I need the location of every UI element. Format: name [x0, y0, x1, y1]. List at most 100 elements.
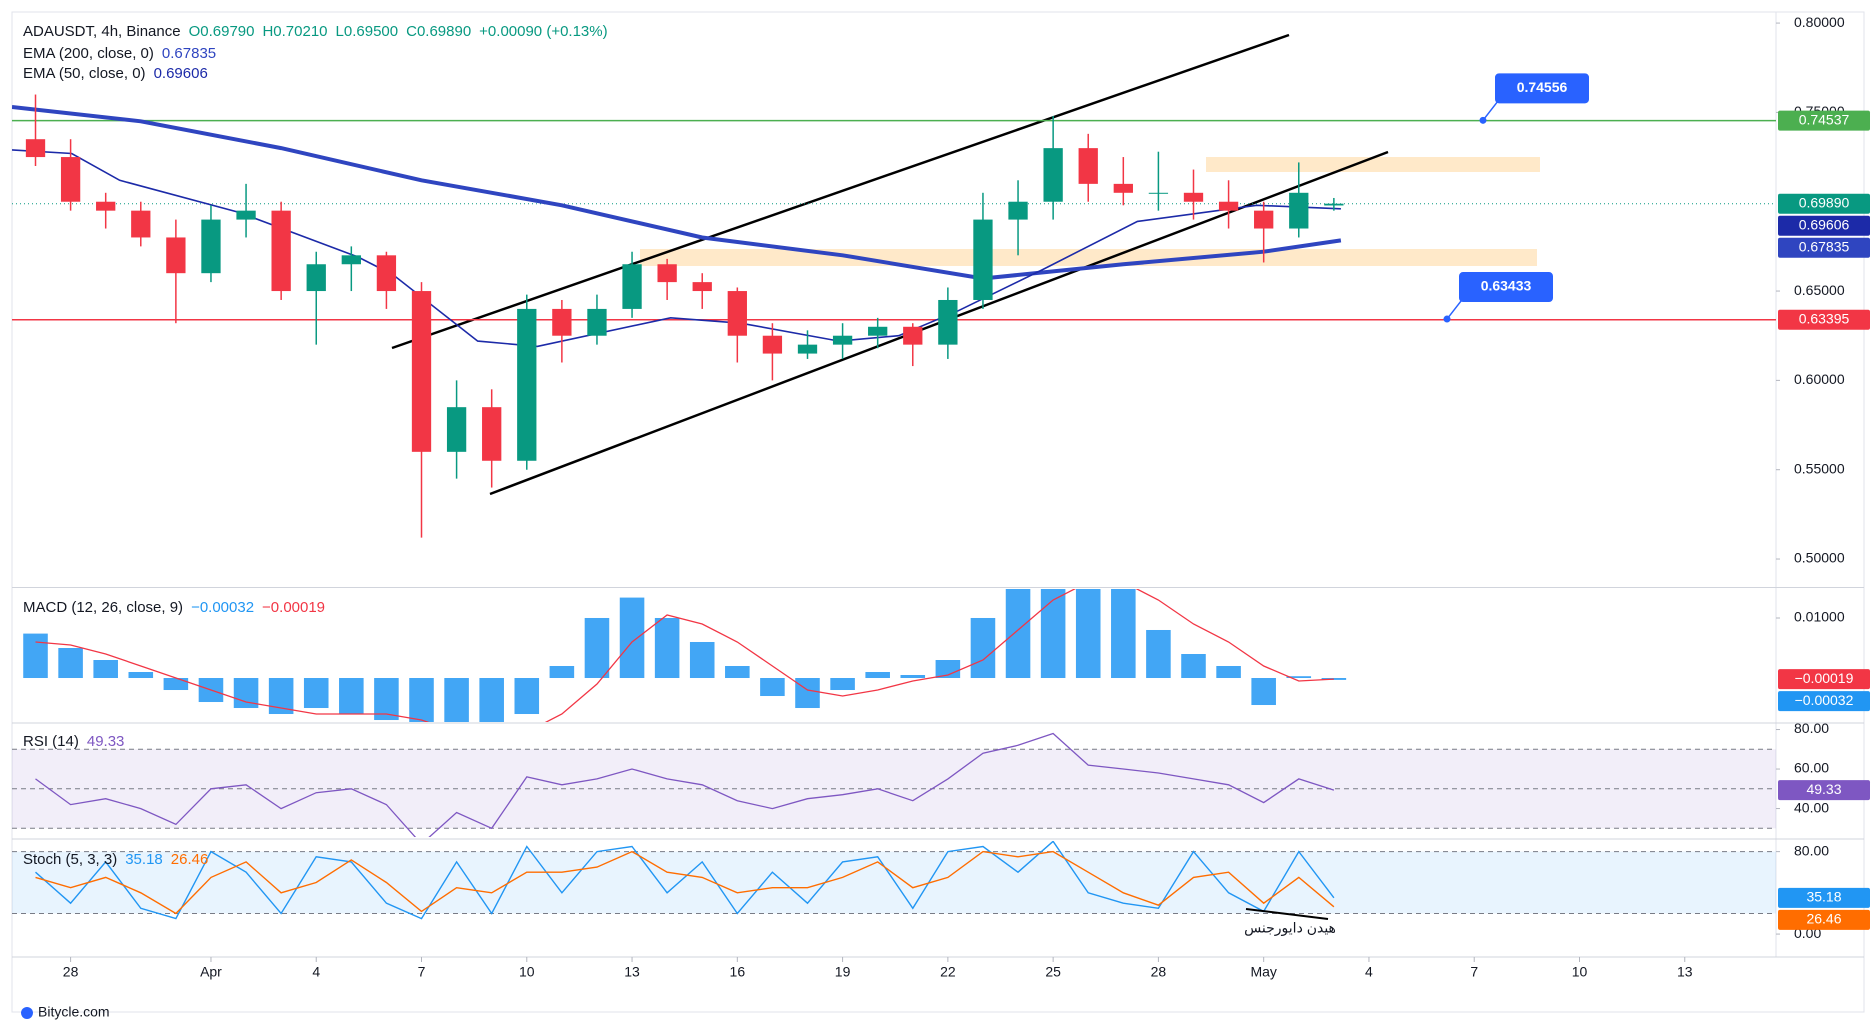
macd-bar — [58, 647, 83, 679]
macd-bar — [93, 660, 118, 679]
price-tag-label: 49.33 — [1806, 781, 1841, 797]
y-tick-label: 80.00 — [1794, 842, 1829, 858]
candle-body — [973, 219, 993, 300]
price-tag-label: 0.69890 — [1799, 194, 1850, 210]
macd-bar — [1286, 676, 1312, 679]
candle-body — [727, 291, 747, 336]
x-tick-label: 16 — [730, 964, 746, 980]
candle-body — [446, 407, 467, 452]
x-tick-label: 7 — [1470, 964, 1478, 980]
price-tag — [1778, 110, 1870, 131]
x-tick-label: 10 — [1572, 964, 1588, 980]
candle-body — [692, 282, 712, 292]
callout-dot — [1443, 315, 1451, 323]
macd-bar — [444, 678, 469, 722]
candle-body — [60, 157, 81, 202]
macd-bar — [23, 633, 48, 679]
pane-0 — [12, 94, 1776, 538]
callout-box — [1495, 73, 1589, 104]
callout-dot — [1479, 116, 1487, 124]
x-tick-label: 4 — [312, 964, 320, 980]
stoch-line — [35, 850, 1335, 915]
callout-stem — [1482, 101, 1498, 121]
macd-bar — [795, 678, 820, 709]
low-label: L0.69500 — [336, 23, 399, 40]
brand: Bitycle.com — [38, 1004, 110, 1020]
macd-bar — [725, 666, 750, 679]
macd-bar — [1251, 678, 1276, 706]
price-tag-label: −0.00032 — [1795, 692, 1854, 708]
channel-upper — [391, 33, 1290, 350]
price-tag-label: 35.18 — [1806, 889, 1841, 905]
legend-name: RSI (14) — [23, 733, 79, 750]
close-label: C0.69890 — [406, 23, 471, 40]
callout-label: 0.74556 — [1517, 79, 1568, 95]
price-tag-label: 0.69606 — [1799, 216, 1850, 232]
candle-body — [762, 335, 783, 354]
rsi-legend: RSI (14) 49.33 — [23, 733, 124, 750]
macd-bar — [479, 678, 504, 722]
ema50-legend: EMA (50, close, 0) 0.69606 — [23, 65, 208, 82]
legend-value: 0.67835 — [162, 45, 216, 62]
x-tick-label: 7 — [418, 964, 426, 980]
candle-body — [587, 308, 607, 336]
x-tick-label: 25 — [1045, 964, 1061, 980]
macd-bar — [374, 678, 399, 721]
candle-body — [938, 299, 958, 345]
pane-3 — [12, 841, 1776, 920]
candle-body — [376, 255, 397, 292]
price-tag-label: 26.46 — [1806, 911, 1841, 927]
candle-body — [552, 308, 572, 336]
candle-body — [832, 335, 853, 345]
candle-body — [1218, 201, 1239, 211]
axis-layer: 28 Apr 4 7 10 13 16 19 22 25 28 May 4 7 10 13 0.50000 0.5… — [63, 14, 1870, 980]
macd-bar — [830, 678, 855, 691]
legend-value: 0.69606 — [154, 65, 208, 82]
legend-name: Stoch (5, 3, 3) — [23, 851, 117, 868]
callout-box — [1459, 272, 1553, 303]
stoch-band — [12, 851, 1776, 914]
macd-bar — [935, 660, 961, 679]
rsi-line — [35, 732, 1335, 837]
candle-body — [517, 308, 537, 461]
x-tick-label: 10 — [519, 964, 535, 980]
pane-2 — [12, 732, 1776, 837]
y-tick-label: 0.80000 — [1794, 14, 1845, 30]
x-tick-label: 13 — [624, 964, 640, 980]
candle-body — [1324, 203, 1344, 206]
signal-line — [35, 589, 1334, 722]
legend-name: MACD (12, 26, close, 9) — [23, 599, 183, 616]
macd-bar — [1181, 653, 1206, 679]
x-tick-label: 28 — [63, 964, 79, 980]
candle-body — [306, 264, 326, 292]
price-tag — [1778, 309, 1870, 330]
macd-bar — [584, 617, 610, 679]
pane-1 — [23, 589, 1347, 722]
x-tick-label: 4 — [1365, 964, 1373, 980]
x-tick-label: 22 — [940, 964, 956, 980]
candle-body — [903, 326, 923, 345]
legend-value: 49.33 — [87, 733, 125, 750]
high-label: H0.70210 — [262, 23, 327, 40]
macd-bar — [654, 617, 680, 679]
candle-body — [411, 291, 432, 452]
macd-bar — [1146, 629, 1171, 679]
legend-name: EMA (50, close, 0) — [23, 65, 146, 82]
open-label: O0.69790 — [189, 23, 255, 40]
macd-bar — [760, 678, 785, 697]
macd-bar — [128, 672, 154, 679]
candle-body — [1148, 192, 1169, 194]
divergence-line — [1245, 908, 1329, 920]
y-tick-label: 80.00 — [1794, 720, 1829, 736]
price-tag — [1778, 887, 1870, 908]
ema-line — [12, 105, 1342, 281]
candle-body — [1113, 183, 1133, 193]
price-tag-label: 0.67835 — [1799, 238, 1850, 254]
y-tick-label: 0.01000 — [1794, 609, 1845, 625]
candle-body — [341, 255, 361, 265]
stoch-legend: Stoch (5, 3, 3) 35.18 26.46 — [23, 851, 208, 868]
candle-body — [1043, 148, 1063, 202]
price-tag — [1778, 669, 1870, 690]
price-tag — [1778, 909, 1870, 930]
